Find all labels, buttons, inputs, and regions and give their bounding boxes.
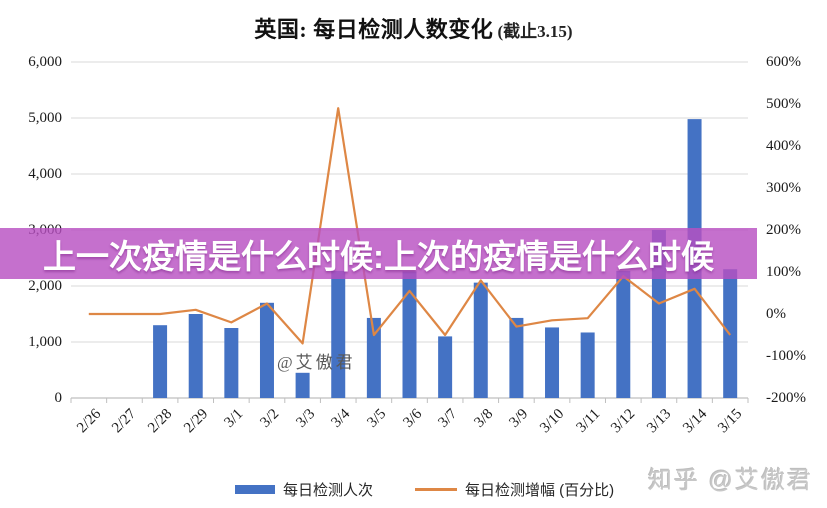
legend-bar-swatch bbox=[235, 485, 275, 494]
right-axis-label: 200% bbox=[766, 222, 801, 238]
right-axis-label: 500% bbox=[766, 96, 801, 112]
legend-item-line: 每日检测增幅 (百分比) bbox=[415, 479, 614, 500]
right-axis-label: 300% bbox=[766, 180, 801, 196]
bar bbox=[153, 325, 168, 398]
left-axis-label: 4,000 bbox=[28, 166, 62, 182]
bar bbox=[402, 271, 417, 398]
watermark-in-chart: @艾傲君 bbox=[277, 353, 356, 372]
banner-overlay: 上一次疫情是什么时候:上次的疫情是什么时候 bbox=[0, 228, 757, 279]
bar bbox=[295, 372, 310, 398]
left-axis-label: 5,000 bbox=[28, 110, 62, 126]
chart-subtitle: (截止3.15) bbox=[493, 22, 573, 41]
left-axis-label: 0 bbox=[54, 390, 63, 406]
chart-title: 英国: 每日检测人数变化 bbox=[254, 17, 494, 42]
watermark-bottom-right: 知乎 @艾傲君 bbox=[647, 467, 813, 494]
right-axis-label: 600% bbox=[766, 54, 801, 70]
bar bbox=[509, 317, 524, 398]
bar bbox=[366, 317, 381, 398]
bar bbox=[580, 332, 595, 398]
right-axis-label: 400% bbox=[766, 138, 801, 154]
bar bbox=[188, 314, 203, 398]
right-axis-label: -200% bbox=[766, 390, 806, 406]
legend: 每日检测人次 每日检测增幅 (百分比) bbox=[235, 479, 614, 500]
banner-text: 上一次疫情是什么时候:上次的疫情是什么时候 bbox=[43, 237, 714, 275]
left-axis-label: 2,000 bbox=[28, 278, 62, 294]
legend-line-label: 每日检测增幅 (百分比) bbox=[465, 482, 615, 499]
right-axis-label: 100% bbox=[766, 264, 801, 280]
legend-line-swatch bbox=[415, 488, 458, 491]
bar bbox=[473, 282, 488, 398]
right-axis-label: 0% bbox=[766, 306, 786, 322]
legend-bar-label: 每日检测人次 bbox=[283, 482, 374, 499]
chart-title-row: 英国: 每日检测人数变化 (截止3.15) bbox=[0, 12, 827, 44]
bar bbox=[331, 270, 346, 398]
bar bbox=[224, 328, 239, 398]
right-axis-label: -100% bbox=[766, 348, 806, 364]
legend-item-bar: 每日检测人次 bbox=[235, 479, 373, 500]
bar bbox=[259, 302, 274, 398]
left-axis-label: 6,000 bbox=[28, 54, 62, 70]
bar bbox=[438, 336, 453, 398]
bar bbox=[616, 270, 631, 398]
bar bbox=[545, 327, 560, 398]
plot-svg bbox=[70, 61, 749, 403]
left-axis-label: 1,000 bbox=[28, 334, 62, 350]
